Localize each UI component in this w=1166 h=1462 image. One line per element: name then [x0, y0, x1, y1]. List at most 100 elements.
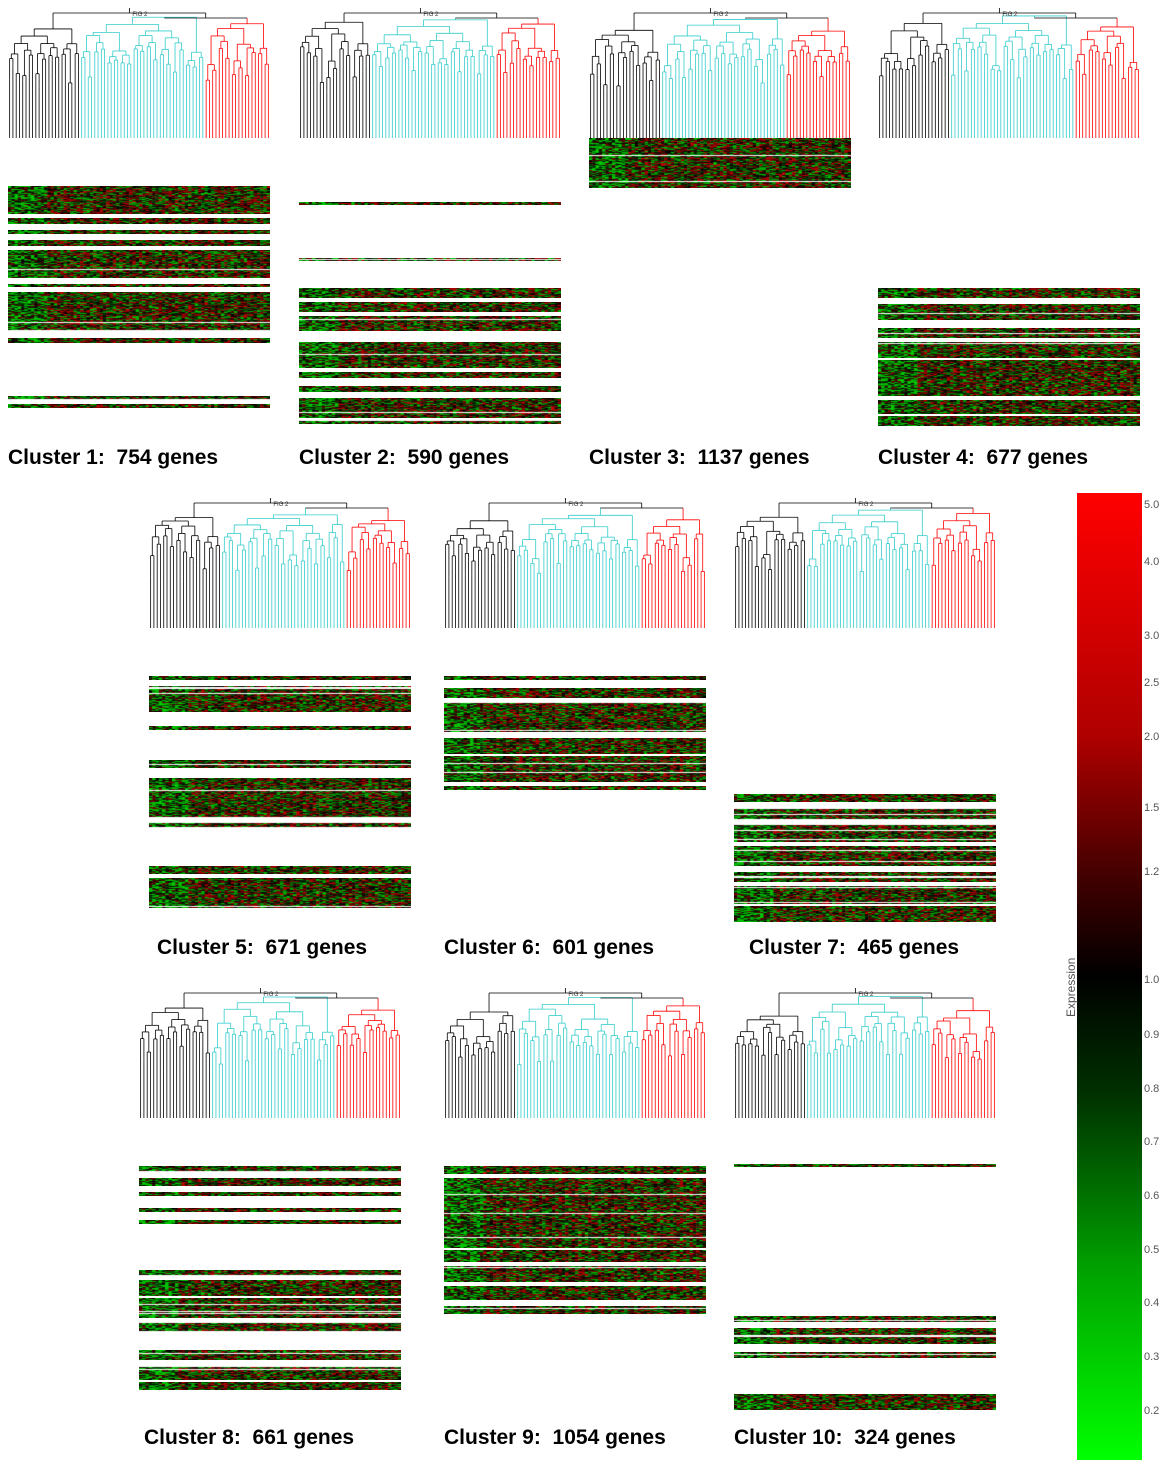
colorbar-tick-label: 1.2 [1144, 866, 1160, 878]
figure-label: FIG 2 [273, 502, 289, 508]
heatmap-block [589, 138, 851, 188]
heatmap-block [734, 1394, 996, 1410]
figure-label: FIG 2 [713, 12, 729, 18]
heatmap-block [139, 1208, 401, 1212]
cluster-caption: Cluster 3: 1137 genes [589, 446, 810, 469]
heatmap-block [8, 186, 270, 214]
heatmap-block [299, 342, 561, 368]
figure-label: FIG 2 [858, 992, 874, 998]
colorbar-tick-label: 0.5 [1144, 1244, 1160, 1256]
figure-label: FIG 2 [1002, 12, 1018, 18]
colorbar-tick-label: 1.5 [1144, 802, 1160, 814]
figure-label: FIG 2 [568, 502, 584, 508]
heatmap-block [149, 686, 411, 712]
heatmap-block [444, 702, 706, 732]
figure-label: FIG 2 [132, 12, 148, 18]
heatmap-block [8, 230, 270, 234]
colorbar-tick-label: 2.0 [1144, 731, 1160, 743]
heatmap-block [444, 756, 706, 782]
heatmap-block [299, 258, 561, 261]
colorbar-tick-label: 0.7 [1144, 1136, 1160, 1148]
heatmap-block [299, 302, 561, 312]
dendrogram [735, 498, 995, 628]
cluster-panel: FIG 2 Cluster 10: 324 genes [734, 988, 996, 1449]
heatmap-block [444, 1250, 706, 1262]
heatmap-block [139, 1322, 401, 1332]
heatmap-block [878, 342, 1140, 358]
heatmap-block [139, 1220, 401, 1224]
dendrogram [445, 988, 705, 1118]
heatmap-block [734, 1164, 996, 1167]
cluster-caption: Cluster 7: 465 genes [749, 936, 960, 959]
heatmap-block [139, 1382, 401, 1390]
heatmap-block [8, 292, 270, 332]
heatmap-block [299, 386, 561, 392]
colorbar-tick-label: 0.3 [1144, 1351, 1160, 1363]
heatmap-block [444, 1306, 706, 1314]
heatmap-block [734, 808, 996, 820]
dendrogram [445, 498, 705, 628]
heatmap-block [878, 288, 1140, 298]
heatmap-block [734, 794, 996, 802]
dendrogram [879, 8, 1139, 138]
cluster-panel: FIG 2 Cluster 4: 677 genes [878, 8, 1140, 469]
heatmap-block [8, 218, 270, 224]
colorbar-tick-label: 1.0 [1144, 974, 1160, 986]
heatmap-block [444, 676, 706, 680]
heatmap-block [734, 872, 996, 882]
colorbar-title: Expression [1064, 957, 1078, 1017]
heatmap-block [299, 420, 561, 424]
colorbar-tick-label: 0.4 [1144, 1297, 1160, 1309]
heatmap-block [299, 288, 561, 298]
heatmap-block [149, 778, 411, 818]
heatmap-block [8, 404, 270, 408]
colorbar-tick-label: 0.2 [1144, 1405, 1160, 1417]
heatmap-block [444, 738, 706, 754]
cluster-caption: Cluster 4: 677 genes [878, 446, 1089, 469]
cluster-caption: Cluster 8: 661 genes [144, 1426, 355, 1449]
heatmap-block [878, 400, 1140, 414]
heatmap-block [139, 1298, 401, 1318]
heatmap-block [139, 1166, 401, 1172]
heatmap-block [444, 1178, 706, 1248]
cluster-panel: FIG 2 Cluster 8: 661 genes [139, 988, 401, 1449]
colorbar-tick-label: 2.5 [1144, 677, 1160, 689]
heatmap-block [8, 250, 270, 278]
figure-label: FIG 2 [423, 12, 439, 18]
heatmap-block [149, 866, 411, 874]
heatmap-block [299, 398, 561, 418]
dendrogram [590, 8, 850, 138]
dendrogram [150, 498, 410, 628]
cluster-caption: Cluster 5: 671 genes [157, 936, 368, 959]
dendrogram [9, 8, 269, 138]
cluster-panel: FIG 2 Cluster 2: 590 genes [299, 8, 561, 469]
heatmap-block [8, 284, 270, 287]
heatmap-block [139, 1366, 401, 1380]
heatmap-block [734, 886, 996, 904]
heatmap-block [734, 1328, 996, 1344]
figure-label: FIG 2 [568, 992, 584, 998]
heatmap-block [734, 1316, 996, 1322]
cluster-panel: FIG 2 Cluster 7: 465 genes [734, 498, 996, 959]
cluster-panel: FIG 2 Cluster 5: 671 genes [149, 498, 411, 959]
heatmap-block [149, 676, 411, 680]
dendrogram [300, 8, 560, 138]
heatmap-block [139, 1350, 401, 1360]
heatmap-block [444, 1286, 706, 1300]
figure-label: FIG 2 [858, 502, 874, 508]
heatmap-block [878, 304, 1140, 320]
figure-label: FIG 2 [263, 992, 279, 998]
heatmap-block [734, 846, 996, 866]
heatmap-block [299, 372, 561, 378]
cluster-panel: FIG 2 Cluster 6: 601 genes [444, 498, 706, 959]
heatmap-block [149, 726, 411, 730]
heatmap-block [8, 396, 270, 400]
heatmap-block [734, 906, 996, 922]
heatmap-block [149, 760, 411, 768]
colorbar-tick-label: 4.0 [1144, 556, 1160, 568]
colorbar-tick-label: 0.6 [1144, 1190, 1160, 1202]
colorbar-tick-label: 0.8 [1144, 1083, 1160, 1095]
heatmap-block [878, 360, 1140, 396]
heatmap-block [139, 1280, 401, 1296]
heatmap-block [139, 1270, 401, 1276]
